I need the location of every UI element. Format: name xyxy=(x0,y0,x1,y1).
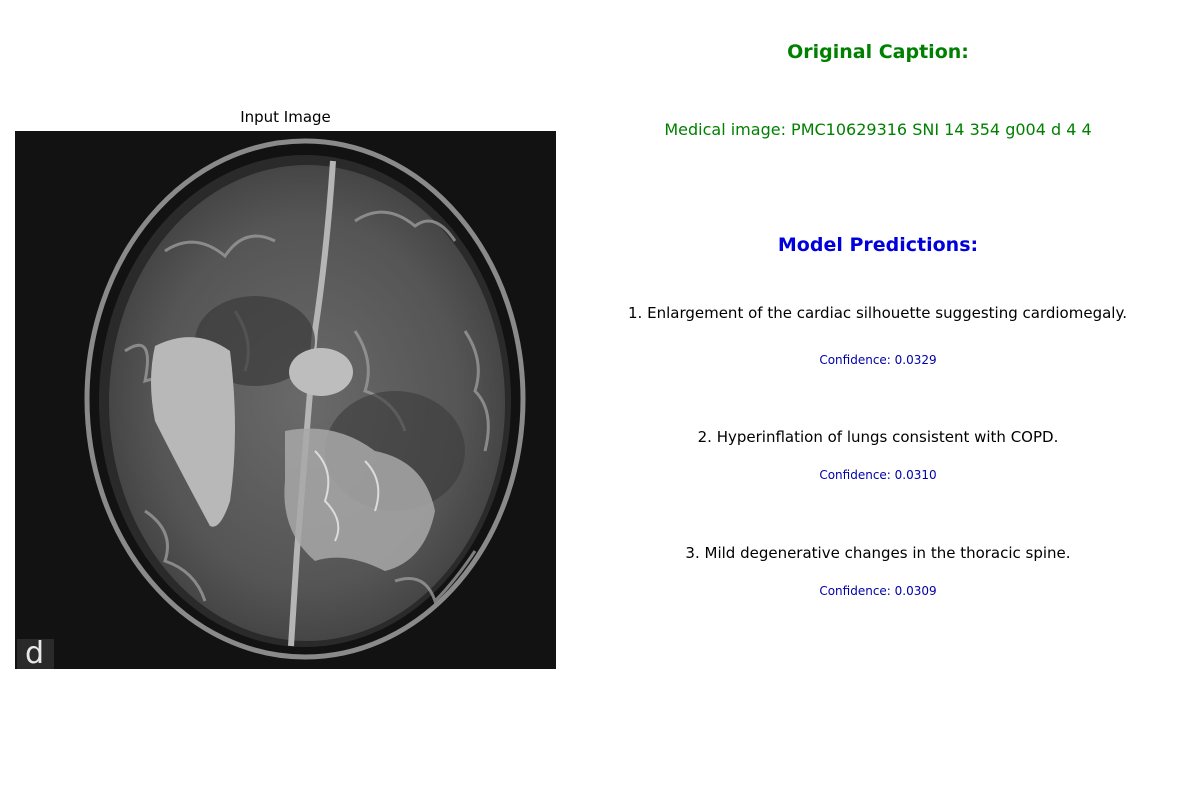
prediction-1-confidence: Confidence: 0.0329 xyxy=(819,353,937,367)
prediction-3-confidence: Confidence: 0.0309 xyxy=(819,584,937,598)
input-image-title: Input Image xyxy=(240,108,331,126)
mri-brain-scan-image: d xyxy=(15,131,556,669)
original-caption-text: Medical image: PMC10629316 SNI 14 354 g0… xyxy=(664,120,1092,139)
prediction-2-text: 2. Hyperinflation of lungs consistent wi… xyxy=(697,428,1059,446)
mri-scan-drawing xyxy=(15,131,556,669)
image-panel-letter: d xyxy=(17,639,54,669)
prediction-1-text: 1. Enlargement of the cardiac silhouette… xyxy=(628,304,1127,322)
model-predictions-heading: Model Predictions: xyxy=(777,234,979,256)
original-caption-heading: Original Caption: xyxy=(787,41,969,63)
prediction-2-confidence: Confidence: 0.0310 xyxy=(819,468,937,482)
prediction-3-text: 3. Mild degenerative changes in the thor… xyxy=(685,544,1071,562)
